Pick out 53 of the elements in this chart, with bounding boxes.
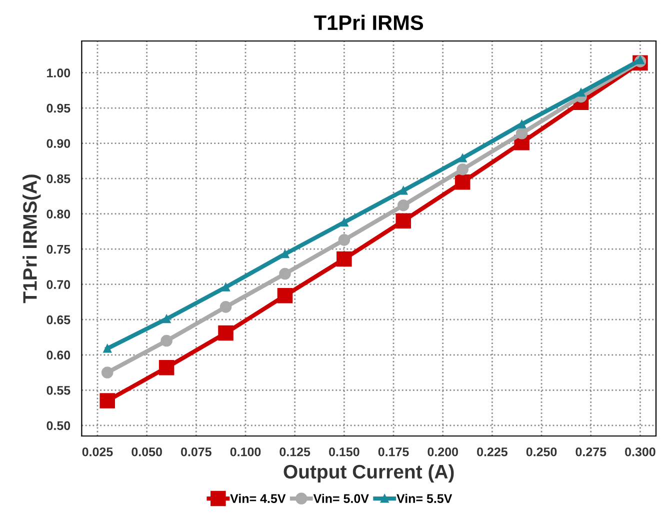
y-tick-label: 0.75 bbox=[46, 244, 70, 254]
point bbox=[279, 268, 291, 280]
y-tick-label: 0.80 bbox=[46, 210, 70, 218]
point bbox=[160, 334, 172, 347]
point bbox=[101, 366, 114, 378]
x-tick-label: 0.050 bbox=[132, 447, 162, 456]
point bbox=[100, 393, 115, 408]
point bbox=[458, 154, 467, 162]
chart-title: T1Pri IRMS bbox=[314, 14, 424, 30]
y-tick-label: 0.70 bbox=[46, 280, 70, 289]
point bbox=[162, 314, 171, 324]
legend-label: Vin= 5.0V bbox=[313, 494, 369, 504]
x-tick-label: 0.150 bbox=[329, 447, 360, 456]
y-tick-label: 0.55 bbox=[46, 386, 70, 395]
y-axis-title: T1Pri IRMS(A) bbox=[22, 174, 41, 304]
y-tick-label: 0.50 bbox=[46, 421, 70, 430]
point bbox=[218, 325, 234, 341]
point bbox=[277, 288, 293, 304]
x-tick-label: 0.025 bbox=[82, 447, 113, 456]
legend-label: Vin= 4.5V bbox=[230, 494, 286, 504]
x-tick-label: 0.275 bbox=[576, 447, 606, 456]
x-tick-label: 0.175 bbox=[378, 447, 409, 456]
y-tick-label: 0.90 bbox=[46, 139, 70, 148]
point bbox=[454, 174, 470, 190]
x-tick-label: 0.300 bbox=[625, 447, 656, 456]
point bbox=[396, 213, 412, 229]
x-tick-label: 0.100 bbox=[230, 447, 261, 456]
x-tick-label: 0.200 bbox=[428, 447, 458, 456]
point bbox=[220, 301, 232, 313]
point bbox=[280, 250, 290, 258]
point bbox=[158, 360, 174, 376]
point bbox=[516, 128, 528, 140]
x-axis-title: Output Current (A) bbox=[284, 464, 454, 482]
point bbox=[518, 120, 526, 128]
y-tick-label: 0.95 bbox=[46, 104, 70, 113]
point bbox=[576, 88, 586, 97]
point bbox=[397, 199, 410, 212]
point bbox=[338, 234, 350, 246]
y-tick-label: 1.00 bbox=[47, 68, 70, 78]
point bbox=[399, 186, 408, 195]
legend-label: Vin= 5.5V bbox=[396, 494, 452, 504]
point bbox=[336, 251, 352, 267]
x-tick-label: 0.125 bbox=[280, 447, 310, 456]
y-tick-label: 0.65 bbox=[46, 315, 70, 324]
point bbox=[222, 283, 230, 292]
point bbox=[103, 344, 112, 353]
point bbox=[340, 218, 348, 226]
y-tick-label: 0.85 bbox=[46, 174, 70, 184]
x-tick-label: 0.225 bbox=[477, 447, 508, 456]
x-tick-label: 0.075 bbox=[181, 447, 212, 456]
point bbox=[456, 163, 468, 176]
x-tick-label: 0.250 bbox=[526, 447, 557, 456]
y-tick-label: 0.60 bbox=[46, 350, 70, 360]
